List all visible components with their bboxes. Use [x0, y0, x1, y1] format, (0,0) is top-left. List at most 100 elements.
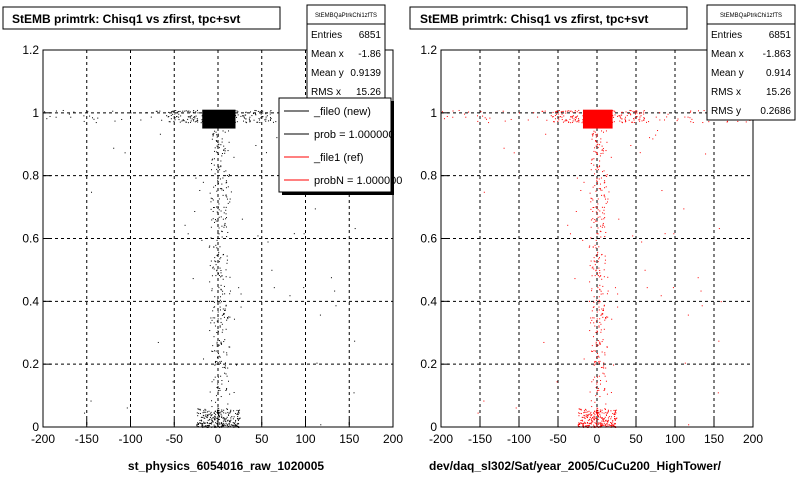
- right-y-tick-label: 0.6: [420, 232, 437, 246]
- left-scatter-point: [264, 119, 266, 121]
- right-scatter-point: [601, 423, 603, 425]
- left-scatter-point: [211, 406, 213, 408]
- left-scatter-point: [212, 266, 214, 268]
- right-scatter-point: [596, 273, 598, 275]
- left-scatter-point: [214, 185, 216, 187]
- left-scatter-point: [216, 211, 218, 213]
- right-scatter-point: [587, 425, 589, 427]
- left-scatter-point: [237, 114, 239, 116]
- right-scatter-point: [599, 422, 601, 424]
- right-scatter-point: [611, 422, 613, 424]
- right-scatter-point: [604, 375, 606, 377]
- right-scatter-point: [619, 116, 621, 118]
- left-scatter-point: [90, 400, 92, 402]
- right-scatter-point: [660, 295, 662, 297]
- right-scatter-point: [639, 116, 641, 118]
- right-scatter-point: [578, 119, 580, 121]
- left-scatter-point: [196, 425, 198, 427]
- left-scatter-point: [226, 408, 228, 410]
- left-scatter-point: [238, 411, 240, 413]
- right-scatter-point: [594, 325, 596, 327]
- right-scatter-point: [596, 180, 598, 182]
- left-scatter-point: [226, 375, 228, 377]
- right-scatter-point: [590, 322, 592, 324]
- left-scatter-point: [209, 192, 211, 194]
- left-scatter-point: [224, 309, 226, 311]
- right-scatter-point: [606, 421, 608, 423]
- right-scatter-point: [591, 350, 593, 352]
- right-scatter-point: [607, 417, 609, 419]
- left-scatter-point: [226, 319, 228, 321]
- left-scatter-point: [220, 321, 222, 323]
- left-scatter-point: [204, 417, 206, 419]
- right-scatter-point: [635, 109, 637, 111]
- left-scatter-point: [215, 422, 217, 424]
- right-scatter-point: [703, 110, 705, 112]
- right-scatter-point: [606, 141, 608, 143]
- right-scatter-point: [587, 414, 589, 416]
- left-scatter-point: [205, 409, 207, 411]
- legend-entry: _file1 (ref): [313, 152, 364, 164]
- left-scatter-point: [217, 167, 219, 169]
- left-scatter-point: [210, 413, 212, 415]
- left-scatter-point: [224, 372, 226, 374]
- left-scatter-point: [190, 121, 192, 123]
- right-scatter-point: [599, 144, 601, 146]
- right-scatter-point: [591, 290, 593, 292]
- right-scatter-point: [607, 410, 609, 412]
- right-scatter-point: [597, 411, 599, 413]
- left-x-tick-label: 0: [215, 432, 222, 446]
- right-scatter-point: [574, 278, 576, 280]
- left-scatter-point: [224, 339, 226, 341]
- right-scatter-point: [600, 331, 602, 333]
- right-scatter-point: [640, 112, 642, 114]
- right-scatter-point: [583, 181, 585, 183]
- right-scatter-point: [595, 140, 597, 142]
- left-scatter-point: [218, 414, 220, 416]
- right-scatter-point: [595, 420, 597, 422]
- right-scatter-point: [584, 417, 586, 419]
- right-scatter-point: [605, 367, 607, 369]
- right-scatter-point: [599, 413, 601, 415]
- right-scatter-point: [585, 411, 587, 413]
- right-scatter-point: [603, 328, 605, 330]
- left-scatter-point: [194, 121, 196, 123]
- right-scatter-point: [452, 116, 454, 118]
- left-scatter-point: [217, 206, 219, 208]
- left-scatter-point: [210, 260, 212, 262]
- left-scatter-point: [199, 408, 201, 410]
- left-scatter-point: [217, 381, 219, 383]
- left-scatter-point: [192, 111, 194, 113]
- right-scatter-point: [636, 110, 638, 112]
- right-scatter-point: [605, 380, 607, 382]
- right-scatter-point: [458, 109, 460, 111]
- right-scatter-point: [596, 206, 598, 208]
- left-scatter-point: [224, 150, 226, 152]
- right-scatter-point: [588, 246, 590, 248]
- right-panel: StEMB primtrk: Chisq1 vs zfirst, tpc+svt…: [409, 6, 763, 473]
- left-scatter-point: [214, 425, 216, 427]
- left-scatter-point: [241, 218, 243, 220]
- right-scatter-point: [597, 340, 599, 342]
- right-scatter-point: [603, 418, 605, 420]
- right-scatter-point: [593, 317, 595, 319]
- left-scatter-point: [213, 412, 215, 414]
- left-scatter-point: [217, 391, 219, 393]
- left-scatter-point: [214, 419, 216, 421]
- right-scatter-point: [615, 412, 617, 414]
- right-scatter-point: [582, 424, 584, 426]
- left-scatter-point: [218, 153, 220, 155]
- right-scatter-point: [594, 417, 596, 419]
- right-scatter-point: [599, 422, 601, 424]
- left-scatter-point: [206, 416, 208, 418]
- right-scatter-point: [625, 120, 627, 122]
- left-scatter-point: [213, 379, 215, 381]
- left-scatter-point: [225, 195, 227, 197]
- right-scatter-point: [687, 314, 689, 316]
- left-scatter-point: [216, 343, 218, 345]
- right-scatter-point: [594, 425, 596, 427]
- right-scatter-point: [550, 115, 552, 117]
- right-scatter-point: [593, 296, 595, 298]
- left-scatter-point: [233, 156, 235, 158]
- left-scatter-point: [225, 424, 227, 426]
